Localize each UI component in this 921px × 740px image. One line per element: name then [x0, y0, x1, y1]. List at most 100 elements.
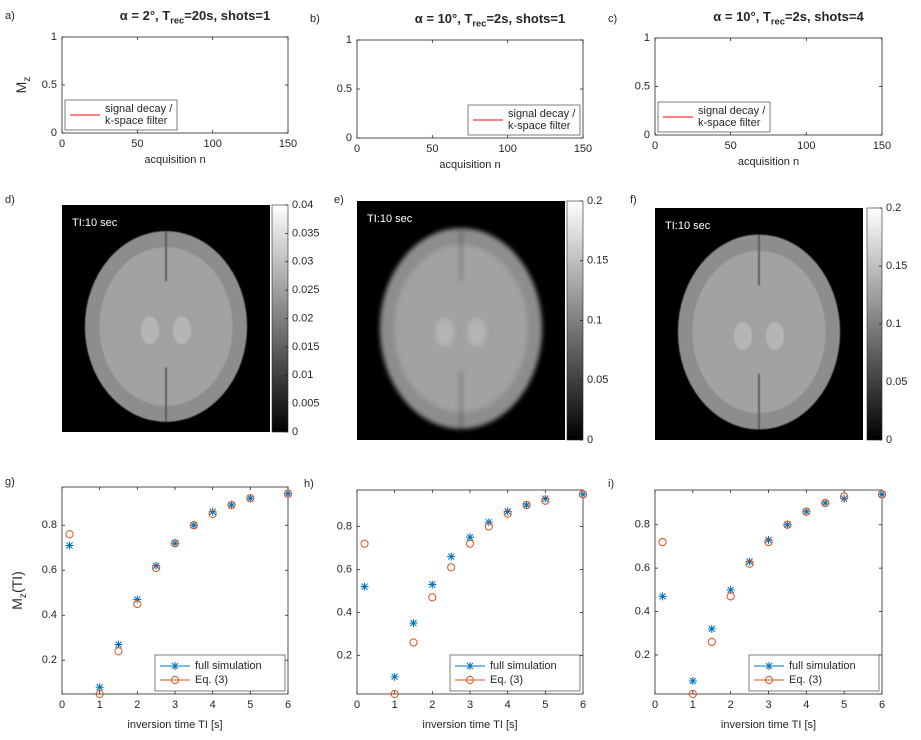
annotation: TI:10 sec: [665, 220, 711, 232]
colorbar-tick-label: 0: [587, 434, 593, 446]
x-tick-label: 50: [426, 143, 438, 155]
legend-label: full simulation: [490, 660, 557, 672]
marker: [360, 582, 369, 591]
chart-title: α = 10°, Trec=2s, shots=1: [415, 11, 565, 29]
y-tick-label: 0.4: [42, 609, 57, 621]
colorbar-tick-label: 0.2: [886, 202, 901, 214]
annotation: TI:10 sec: [72, 217, 118, 229]
marker: [726, 585, 735, 594]
x-tick-label: 4: [505, 699, 511, 711]
y-tick-label: 0.8: [337, 520, 352, 532]
y-tick-label: 0.4: [337, 606, 352, 618]
marker: [840, 494, 849, 503]
legend-line: k-space filter: [105, 115, 168, 127]
marker: [360, 539, 369, 548]
marker: [65, 530, 74, 539]
y-tick-label: 1: [346, 34, 352, 46]
marker: [484, 518, 493, 527]
marker: [484, 522, 493, 531]
brain-inner: [99, 247, 233, 406]
legend-line: k-space filter: [698, 117, 761, 129]
marker: [171, 539, 179, 548]
y-axis-label-part: M: [9, 598, 25, 610]
y-tick-label: 0: [644, 129, 650, 141]
marker: [189, 521, 198, 530]
marker: [65, 541, 74, 550]
brain-inner: [394, 244, 528, 413]
colorbar-tick-label: 0.02: [292, 312, 313, 324]
colorbar-tick-label: 0.03: [292, 256, 313, 268]
marker: [409, 619, 418, 628]
marker: [783, 520, 792, 529]
chart-title-part: α = 10°, T: [713, 9, 771, 24]
brain-image: [84, 231, 248, 422]
brain-inner: [692, 250, 826, 414]
marker: [447, 552, 456, 561]
chart-title-part: rec: [771, 17, 785, 27]
marker: [707, 637, 716, 647]
x-tick-label: 6: [285, 699, 291, 711]
colorbar-tick-label: 0.01: [292, 369, 313, 381]
y-tick-label: 0.6: [42, 564, 57, 576]
legend-label: full simulation: [195, 660, 262, 672]
y-tick-label: 0.2: [337, 649, 352, 661]
chart-title-part: rec: [472, 19, 486, 29]
legend-label: signal decay / k-space filter: [698, 105, 766, 129]
x-axis-label: acquisition n: [738, 156, 799, 168]
marker: [152, 561, 161, 570]
marker: [821, 498, 830, 508]
x-axis-label: inversion time TI [s]: [721, 719, 816, 731]
legend: [467, 104, 581, 136]
marker: [428, 593, 437, 602]
x-tick-label: 5: [841, 699, 847, 711]
marker: [802, 507, 811, 516]
y-tick-label: 1: [644, 32, 650, 44]
x-tick-label: 100: [203, 138, 221, 150]
marker: [189, 521, 198, 530]
y-tick-label: 0.6: [337, 563, 352, 575]
x-tick-label: 0: [354, 699, 360, 711]
x-axis-label: acquisition n: [144, 154, 205, 166]
y-tick-label: 1: [51, 31, 57, 43]
x-tick-label: 4: [803, 699, 809, 711]
thalamus: [766, 322, 784, 350]
x-tick-label: 0: [354, 143, 360, 155]
marker: [878, 490, 886, 499]
marker: [428, 580, 437, 589]
legend: [449, 654, 581, 692]
colorbar-tick-label: 0.05: [587, 374, 608, 386]
x-tick-label: 3: [172, 699, 178, 711]
marker: [764, 537, 773, 547]
marker: [503, 509, 512, 518]
x-tick-label: 4: [210, 699, 216, 711]
legend: [154, 654, 286, 692]
marker: [840, 492, 849, 501]
thalamus: [173, 316, 191, 345]
marker: [114, 647, 123, 656]
y-axis-label: Mz(TI): [9, 571, 29, 609]
panel-label: f): [630, 194, 637, 206]
x-tick-label: 0: [59, 699, 65, 711]
chart-title-part: =2s, shots=4: [785, 9, 865, 24]
legend-marker: [765, 662, 773, 670]
marker: [152, 563, 161, 573]
colorbar-tick-label: 0: [292, 426, 298, 438]
panel-label: c): [608, 13, 617, 25]
marker: [170, 539, 180, 548]
marker: [114, 640, 123, 649]
legend-marker: [170, 675, 180, 685]
x-tick-label: 0: [652, 140, 658, 152]
marker: [133, 595, 142, 604]
y-tick-label: 0.5: [42, 79, 57, 91]
x-tick-label: 1: [392, 699, 398, 711]
thalamus: [468, 318, 486, 347]
legend-label: Eq. (3): [490, 674, 523, 686]
y-axis-label-part: M: [13, 82, 29, 94]
y-tick-label: 0.8: [635, 519, 650, 531]
x-tick-label: 0: [59, 138, 65, 150]
y-tick-label: 0.8: [42, 519, 57, 531]
legend-line: k-space filter: [508, 120, 571, 132]
thalamus: [436, 318, 454, 347]
x-tick-label: 3: [467, 699, 473, 711]
marker: [447, 563, 456, 572]
